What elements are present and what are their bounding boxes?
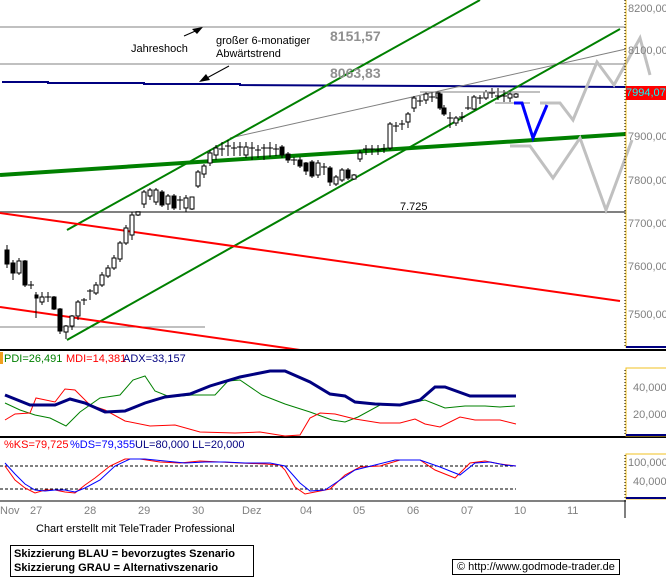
red-channel-lower [0,306,301,351]
x-tick: 27 [30,505,42,517]
pdi-legend: PDI=26,491 [4,353,62,365]
level-7725-label: 7.725 [400,201,428,213]
current-price-tag: 7994,07 [626,86,666,100]
trend-arrow [204,65,230,80]
ds-line [4,458,517,493]
x-tick: 06 [407,505,419,517]
y-tick: 7900,00 [628,131,666,143]
stochastic-panel: %KS=79,725 %DS=79,355 UL=80,000 LL=20,00… [0,439,666,500]
mdi-legend: MDI=14,381 [66,353,126,365]
trend-label-line2: Abwärtstrend [216,48,281,60]
level-8151-label: 8151,57 [330,28,381,44]
gray-scenario-upper [540,34,652,123]
price-panel [0,0,652,351]
y-tick: 7600,00 [628,261,666,273]
y-tick: 8200,00 [628,3,666,15]
level-8063-label: 8063,83 [330,65,381,81]
x-axis: Nov 27 28 29 30 Dez 04 05 06 07 10 11 [0,500,626,518]
y-tick: 8100,00 [628,45,666,57]
green-support-line [0,132,627,177]
downtrend-line [2,81,627,88]
y-tick: 7800,00 [628,175,666,187]
x-tick: 04 [300,505,312,517]
stoch-y-tick: 40,000 [633,476,666,488]
green-channel-lower [66,28,621,341]
legend-blue: Skizzierung BLAU = bevorzugtes Szenario [14,548,235,560]
x-tick: 28 [84,505,96,517]
gray-scenario-lower [510,134,634,215]
adx-legend: ADX=33,157 [123,353,186,365]
x-tick: 11 [567,505,578,517]
legend-gray: Skizzierung GRAU = Alternativszenario [14,562,219,574]
adx-y-tick: 40,000 [633,382,666,394]
x-tick: 07 [461,505,473,517]
stoch-y-tick: 100,000 [628,457,666,469]
green-channel-upper [66,0,481,231]
trend-label-line1: großer 6-monatiger [216,35,310,47]
candles [4,88,519,339]
y-tick: 7700,00 [628,218,666,230]
adx-line [4,369,516,414]
x-tick: 10 [514,505,526,517]
ul-ll-legend: UL=80,000 LL=20,000 [135,439,245,451]
adx-panel: PDI=26,491 MDI=14,381 ADX=33,157 40,000 … [0,352,666,437]
x-tick: Nov [0,505,20,517]
mdi-line [4,388,517,437]
ks-legend: %KS=79,725 [4,439,69,451]
arrow-head-icon [192,27,203,34]
copyright-link[interactable]: © http://www.godmode-trader.de [452,559,620,575]
ds-legend: %DS=79,355 [70,439,135,451]
x-tick: 05 [353,505,365,517]
red-channel-upper [0,212,621,302]
adx-y-tick: 20,000 [633,409,666,421]
price-axis: 8200,00 8100,00 7900,00 7800,00 7700,00 … [624,0,666,348]
x-tick: 30 [192,505,204,517]
scenario-legend: Skizzierung BLAU = bevorzugtes Szenario … [10,545,254,577]
x-tick: 29 [138,505,150,517]
y-tick: 7500,00 [628,309,666,321]
x-tick: Dez [242,505,262,517]
jahreshoch-label: Jahreshoch [131,43,188,55]
pdi-line [4,375,516,427]
chart-caption: Chart erstellt mit TeleTrader Profession… [36,523,235,535]
blue-scenario [514,101,549,143]
arrow-head-icon [199,74,210,82]
